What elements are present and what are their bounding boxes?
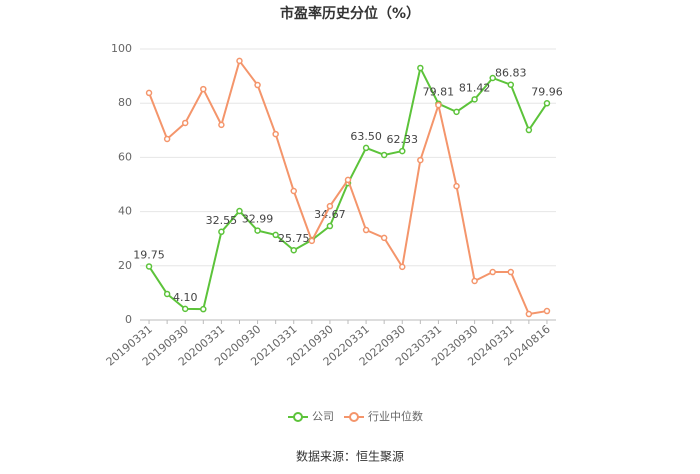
point [507, 268, 515, 276]
point [236, 207, 243, 215]
point [145, 89, 153, 97]
y-tick-label: 80 [118, 96, 132, 109]
point [399, 263, 406, 271]
y-tick-label: 20 [118, 259, 132, 272]
point [489, 74, 496, 82]
data-label: 79.96 [531, 85, 563, 98]
legend-label: 公司 [312, 410, 334, 423]
series-line [148, 65, 548, 311]
data-label: 4.10 [173, 291, 198, 304]
point [254, 227, 261, 234]
point [145, 263, 153, 270]
point [181, 305, 189, 313]
point [326, 202, 334, 210]
point [471, 277, 478, 285]
point [200, 305, 207, 313]
point [362, 226, 370, 234]
data-label: 63.50 [350, 130, 382, 143]
point [236, 57, 243, 65]
series-line [148, 58, 548, 316]
y-tick-label: 60 [118, 150, 132, 163]
point [362, 144, 370, 152]
point [254, 81, 261, 89]
source: 数据来源：恒生聚源 [296, 449, 404, 464]
data-label: 19.75 [133, 248, 165, 261]
point [272, 130, 279, 138]
point [543, 100, 551, 107]
y-tick-label: 0 [125, 313, 132, 326]
point [435, 101, 442, 109]
point [163, 135, 171, 143]
point [272, 231, 279, 239]
point [163, 290, 171, 298]
point [417, 156, 424, 164]
data-label: 34.67 [314, 208, 346, 221]
point [290, 246, 297, 254]
point [525, 126, 533, 134]
legend-marker [349, 412, 359, 422]
point [543, 307, 551, 315]
data-label: 81.42 [459, 81, 491, 94]
point [181, 119, 189, 127]
point [218, 121, 225, 129]
data-label: 32.99 [242, 213, 274, 226]
point [399, 147, 406, 155]
data-label: 25.75 [278, 232, 310, 245]
data-label: 79.81 [423, 86, 455, 99]
y-tick-label: 100 [111, 42, 132, 55]
data-label: 86.83 [495, 67, 527, 80]
point [218, 228, 225, 236]
point [417, 64, 424, 72]
legend-label: 行业中位数 [368, 409, 423, 423]
legend-marker [293, 412, 303, 422]
point [453, 108, 460, 116]
point [380, 151, 388, 159]
data-label: 32.55 [206, 214, 238, 227]
point [380, 234, 388, 242]
point [453, 182, 460, 190]
point [471, 96, 478, 103]
point [308, 237, 316, 245]
y-tick-label: 40 [118, 205, 132, 218]
point [525, 310, 533, 318]
point [344, 176, 352, 184]
chart-title: 市盈率历史分位（%） [280, 5, 420, 22]
point [489, 268, 496, 276]
point [200, 85, 207, 93]
point [507, 81, 515, 88]
point [326, 222, 334, 230]
data-label: 62.33 [387, 133, 419, 146]
point [290, 187, 297, 195]
